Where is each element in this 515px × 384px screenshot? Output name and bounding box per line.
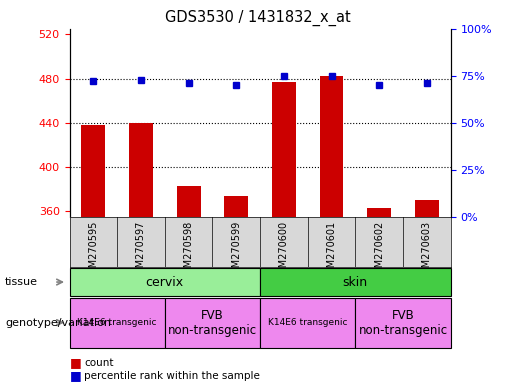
Bar (70, 268, 260, 296)
Bar (367, 208, 391, 217)
Text: K14E6 transgenic: K14E6 transgenic (268, 318, 348, 327)
Text: GDS3530 / 1431832_x_at: GDS3530 / 1431832_x_at (165, 10, 350, 26)
Text: FVB
non-transgenic: FVB non-transgenic (168, 309, 257, 336)
Text: GSM270595: GSM270595 (89, 220, 98, 280)
Text: GSM270601: GSM270601 (327, 220, 336, 280)
Text: K14E6 transgenic: K14E6 transgenic (77, 318, 157, 327)
Text: GSM270599: GSM270599 (231, 220, 241, 280)
Bar (225, 196, 248, 217)
Bar (165, 298, 260, 348)
Bar (260, 268, 451, 296)
Text: tissue: tissue (5, 277, 38, 287)
Text: GSM270597: GSM270597 (136, 220, 146, 280)
Text: GSM270603: GSM270603 (422, 220, 432, 280)
Bar (177, 186, 200, 217)
Bar (81, 125, 105, 217)
Bar (415, 200, 439, 217)
Text: count: count (84, 358, 113, 368)
Text: cervix: cervix (146, 276, 184, 288)
Bar (70, 298, 165, 348)
Text: GSM270602: GSM270602 (374, 220, 384, 280)
Text: percentile rank within the sample: percentile rank within the sample (84, 371, 260, 381)
Bar (129, 123, 153, 217)
Text: GSM270598: GSM270598 (184, 220, 194, 280)
Text: genotype/variation: genotype/variation (5, 318, 111, 328)
Text: ■: ■ (70, 356, 81, 369)
Text: skin: skin (343, 276, 368, 288)
Bar (260, 298, 355, 348)
Text: GSM270600: GSM270600 (279, 220, 289, 280)
Bar (355, 298, 451, 348)
Bar (272, 82, 296, 217)
Text: ■: ■ (70, 369, 81, 382)
Bar (320, 76, 344, 217)
Text: FVB
non-transgenic: FVB non-transgenic (358, 309, 448, 336)
